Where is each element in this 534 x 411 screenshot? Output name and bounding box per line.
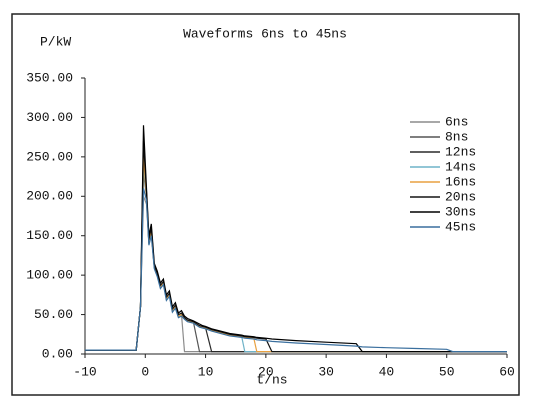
legend-label: 14ns (445, 159, 476, 174)
x-tick-label: 40 (379, 364, 395, 379)
legend-label: 8ns (445, 129, 468, 144)
y-tick-label: 250.00 (26, 149, 73, 164)
legend-label: 12ns (445, 144, 476, 159)
x-axis-label: t/ns (256, 372, 287, 387)
chart-title: Waveforms 6ns to 45ns (183, 26, 347, 41)
y-tick-label: 100.00 (26, 268, 73, 283)
legend-label: 16ns (445, 174, 476, 189)
y-tick-label: 300.00 (26, 110, 73, 125)
x-tick-label: 0 (141, 364, 149, 379)
x-tick-label: 10 (198, 364, 214, 379)
x-tick-label: 50 (439, 364, 455, 379)
x-tick-label: 60 (499, 364, 515, 379)
legend-label: 30ns (445, 204, 476, 219)
x-tick-label: 30 (318, 364, 334, 379)
legend-label: 45ns (445, 219, 476, 234)
y-axis-label: P/kW (40, 34, 71, 49)
x-tick-label: 20 (258, 364, 274, 379)
x-tick-label: -10 (73, 364, 96, 379)
y-tick-label: 150.00 (26, 228, 73, 243)
y-tick-label: 350.00 (26, 70, 73, 85)
y-tick-label: 0.00 (42, 346, 73, 361)
chart-frame (11, 13, 520, 396)
legend-label: 6ns (445, 114, 468, 129)
legend-label: 20ns (445, 189, 476, 204)
y-tick-label: 200.00 (26, 189, 73, 204)
series-line (85, 188, 507, 353)
y-tick-label: 50.00 (34, 307, 73, 322)
